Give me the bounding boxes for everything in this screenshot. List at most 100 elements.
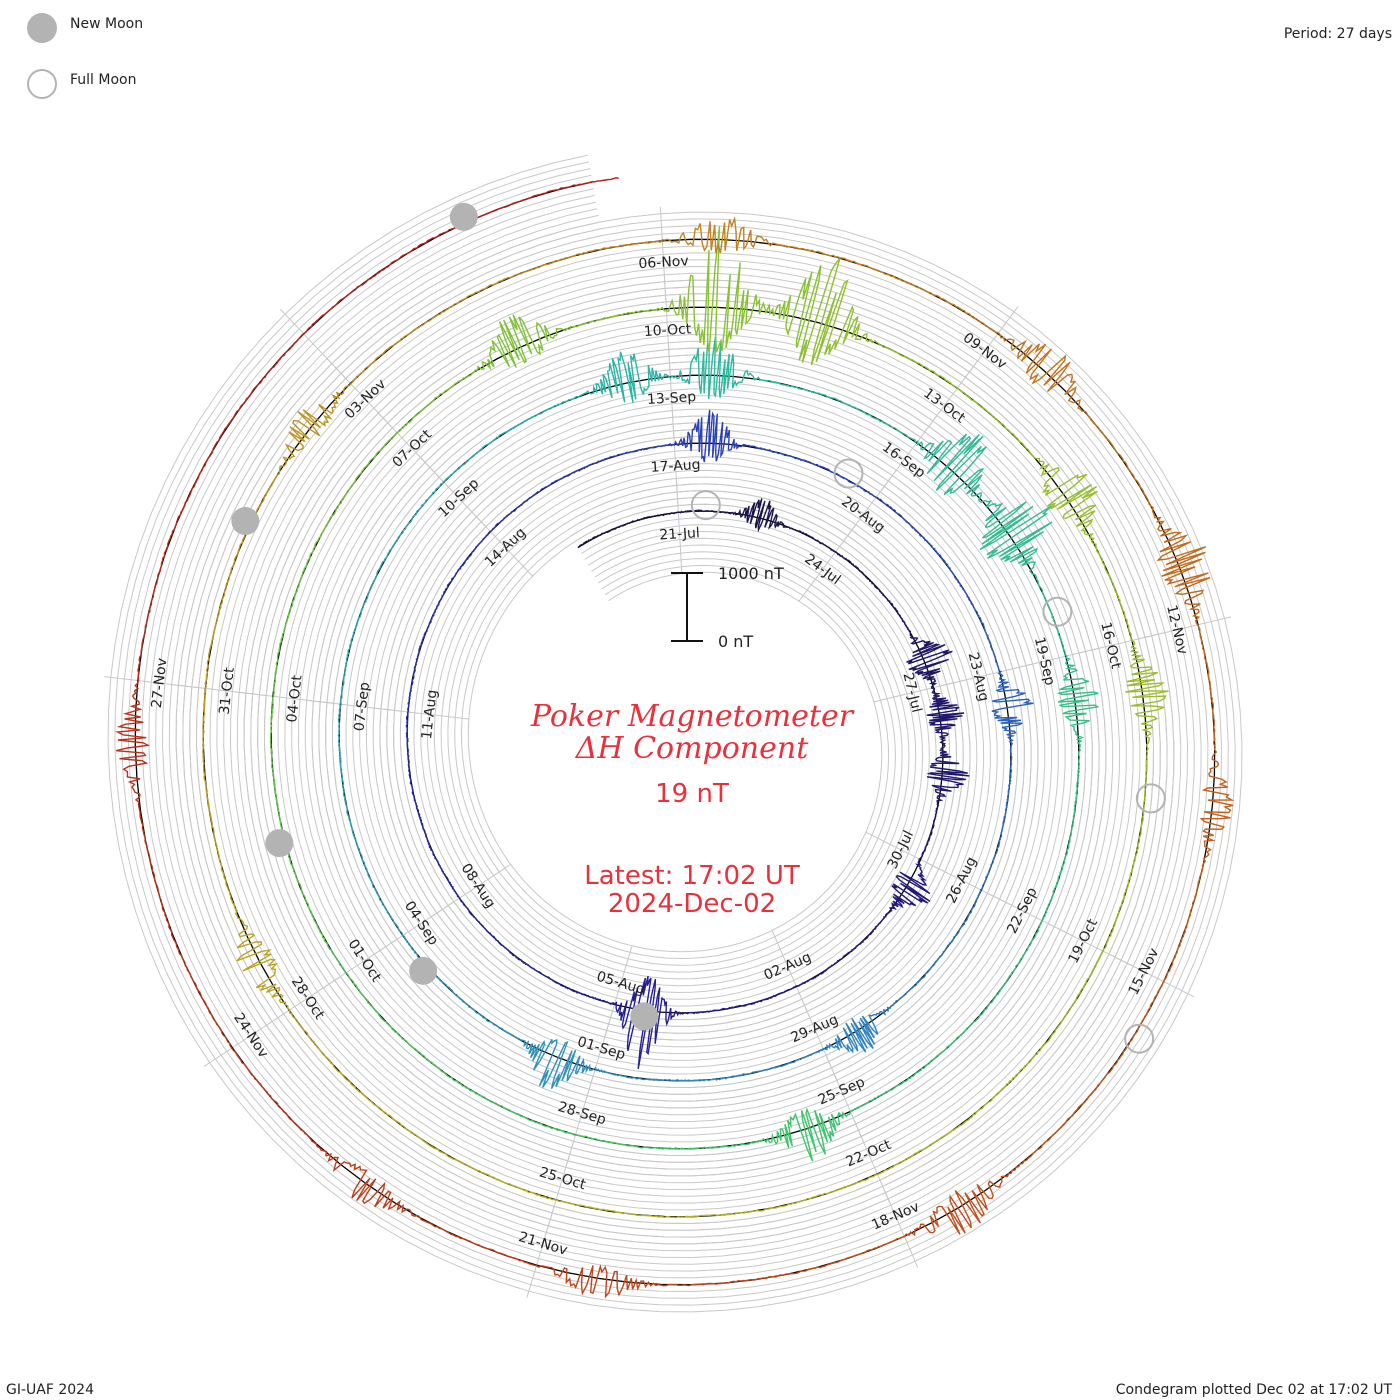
series-line — [547, 975, 670, 1070]
series-line — [667, 988, 791, 1021]
grid-spiral — [121, 168, 1229, 1299]
series-line — [202, 614, 220, 843]
series-line — [428, 314, 611, 406]
new-moon-legend-label: New Moon — [70, 16, 143, 32]
grid-spiral — [141, 188, 1209, 1279]
full-moon-marker — [1042, 596, 1073, 627]
series-line — [177, 948, 328, 1157]
series-line — [827, 1017, 979, 1142]
series-line — [318, 274, 515, 415]
grid-spiral — [148, 194, 1202, 1272]
day-tick — [1108, 953, 1195, 998]
series-line — [609, 226, 822, 363]
new-moon-marker — [630, 1002, 659, 1031]
series-line — [337, 682, 358, 845]
series-line — [971, 316, 1142, 488]
series-line — [528, 351, 694, 420]
series-line — [621, 409, 764, 463]
series-line — [1173, 717, 1235, 960]
series-line — [885, 806, 939, 915]
period-label: Period: 27 days — [1284, 26, 1392, 42]
series-line — [424, 520, 502, 634]
series-line — [692, 336, 861, 412]
scale-top-label: 1000 nT — [718, 564, 784, 583]
chart-title: Poker Magnetometer — [530, 699, 855, 734]
date-label: 13-Sep — [647, 389, 697, 408]
grid-layer — [107, 154, 1243, 1313]
new-moon-marker — [449, 202, 478, 231]
grid-spiral — [161, 208, 1189, 1259]
series-line — [919, 1001, 1076, 1152]
data-trace-layer — [115, 176, 1235, 1299]
date-label: 03-Nov — [342, 376, 389, 422]
date-label: 06-Nov — [638, 253, 689, 272]
series-line — [868, 907, 974, 1017]
series-line — [745, 229, 973, 318]
series-line — [393, 176, 619, 263]
series-line — [453, 889, 549, 978]
day-ticks-layer — [103, 206, 1232, 1298]
day-tick — [960, 306, 1019, 384]
new-moon-marker — [231, 507, 260, 536]
series-line — [710, 1150, 920, 1217]
day-tick — [659, 206, 667, 303]
series-line — [1074, 799, 1146, 1002]
latest-date: 2024-Dec-02 — [608, 889, 776, 919]
date-label: 21-Jul — [659, 525, 700, 543]
series-line — [762, 448, 893, 509]
series-line — [1114, 590, 1169, 800]
date-label: 18-Nov — [869, 1199, 921, 1234]
series-line — [440, 980, 577, 1090]
chart-subtitle: ΔH Component — [575, 731, 809, 766]
day-tick — [103, 676, 200, 689]
series-line — [306, 404, 429, 564]
footer-credit: GI-UAF 2024 — [6, 1382, 94, 1398]
series-line — [115, 695, 179, 950]
date-label: 12-Nov — [1163, 604, 1190, 657]
date-label: 17-Aug — [650, 457, 701, 476]
series-line — [785, 526, 880, 590]
series-line — [408, 766, 455, 891]
date-label: 27-Nov — [149, 657, 171, 709]
grid-spiral — [168, 214, 1182, 1252]
new-moon-legend-icon — [27, 13, 57, 43]
series-line — [500, 453, 623, 522]
series-line — [405, 633, 426, 767]
series-line — [891, 507, 983, 622]
moon-markers-layer — [231, 202, 1166, 1054]
date-label: 07-Sep — [352, 681, 374, 732]
full-moon-marker — [690, 490, 721, 521]
date-label: 10-Oct — [643, 321, 692, 340]
new-moon-marker — [265, 829, 294, 858]
grid-spiral — [114, 161, 1236, 1306]
series-line — [1139, 486, 1215, 718]
grid-spiral — [155, 201, 1195, 1265]
full-moon-marker — [1135, 783, 1166, 814]
day-tick — [203, 1013, 285, 1067]
series-line — [132, 449, 214, 697]
date-label: 04-Oct — [284, 674, 305, 723]
series-line — [980, 620, 1034, 765]
latest-time: Latest: 17:02 UT — [584, 861, 800, 891]
series-line — [214, 841, 316, 1045]
series-line — [514, 216, 748, 276]
series-line — [269, 562, 308, 758]
full-moon-marker — [1124, 1023, 1155, 1054]
current-value: 19 nT — [655, 779, 729, 809]
series-line — [326, 943, 460, 1085]
series-line — [678, 498, 786, 533]
series-line — [801, 258, 997, 420]
date-label: 19-Sep — [1031, 635, 1058, 687]
series-line — [314, 1043, 494, 1178]
date-label: 23-Aug — [965, 651, 992, 703]
day-tick — [1137, 616, 1232, 640]
series-line — [1056, 677, 1100, 858]
series-line — [1027, 958, 1175, 1159]
new-moon-marker — [409, 956, 438, 985]
day-tick — [279, 308, 347, 380]
date-label: 11-Aug — [419, 689, 441, 740]
day-tick — [526, 1205, 555, 1298]
series-line — [926, 689, 970, 808]
series-line — [972, 763, 1013, 909]
